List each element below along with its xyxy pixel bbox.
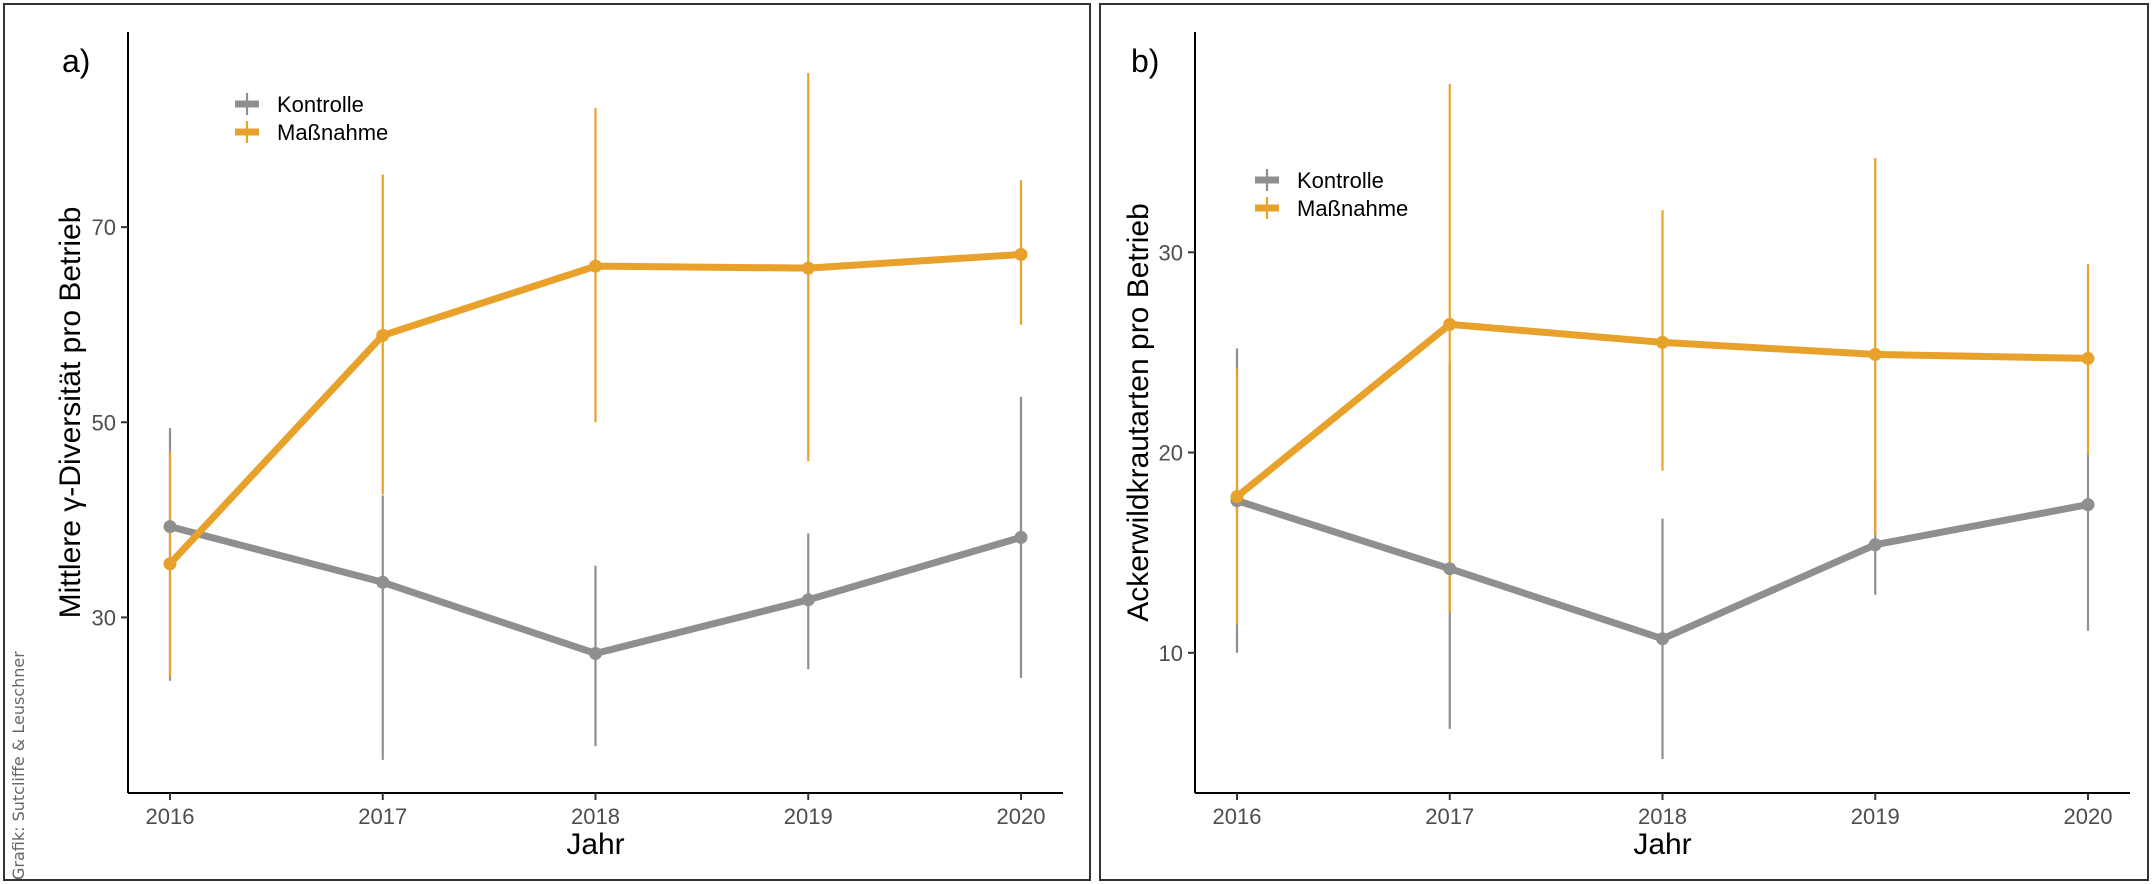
data-point-kontrolle — [1656, 632, 1669, 646]
legend-label: Kontrolle — [277, 92, 364, 117]
data-point-massnahme — [1230, 490, 1244, 504]
x-axis-title: Jahr — [1633, 828, 1691, 861]
legend: Kontrolle Maßnahme — [235, 92, 388, 145]
data-point-kontrolle — [376, 575, 390, 589]
data-point-kontrolle — [589, 646, 602, 660]
panel-label: a) — [62, 43, 90, 79]
y-tick-label: 50 — [92, 410, 116, 435]
data-point-kontrolle — [1014, 530, 1028, 544]
legend-label: Maßnahme — [277, 120, 388, 145]
panel-label: b) — [1131, 43, 1159, 79]
data-point-kontrolle — [2081, 498, 2095, 512]
x-tick-label: 2019 — [1851, 804, 1900, 829]
x-tick-label: 2017 — [1425, 804, 1474, 829]
data-point-massnahme — [1656, 335, 1669, 349]
legend-label: Kontrolle — [1297, 168, 1384, 193]
x-tick-label: 2020 — [2064, 804, 2113, 829]
x-tick-label: 2017 — [358, 804, 407, 829]
data-point-massnahme — [1868, 347, 1882, 361]
data-point-massnahme — [801, 261, 815, 275]
chart-panel-a: 30 50 70 2016 2017 2018 2019 2020 Jahr Mittlere γ… — [3, 3, 1091, 881]
x-tick-label: 2016 — [146, 804, 195, 829]
x-axis-title: Jahr — [566, 828, 624, 861]
x-tick-label: 2019 — [784, 804, 833, 829]
legend: Kontrolle Maßnahme — [1255, 168, 1408, 221]
y-tick-label: 20 — [1159, 441, 1183, 466]
y-tick-label: 70 — [92, 215, 116, 240]
y-axis-title: Mittlere γ-Diversität pro Betrieb — [54, 207, 87, 619]
data-point-kontrolle — [1868, 538, 1882, 552]
data-point-massnahme — [1014, 247, 1028, 261]
data-point-massnahme — [589, 259, 602, 273]
data-point-massnahme — [2081, 351, 2095, 365]
panel-frame — [1099, 3, 2149, 881]
data-point-massnahme — [376, 328, 390, 342]
legend-label: Maßnahme — [1297, 196, 1408, 221]
chart-panel-b: 10 20 30 2016 2017 2018 2019 2020 Jahr Ackerwildk… — [1099, 3, 2149, 881]
data-point-kontrolle — [163, 520, 177, 534]
x-tick-label: 2018 — [571, 804, 620, 829]
data-point-kontrolle — [801, 593, 815, 607]
data-point-massnahme — [1443, 317, 1457, 331]
x-tick-label: 2016 — [1213, 804, 1262, 829]
credit-text: Grafik: Sutcliffe & Leuschner — [9, 651, 28, 880]
data-point-massnahme — [163, 557, 177, 571]
x-tick-label: 2020 — [997, 804, 1046, 829]
y-tick-label: 30 — [1159, 240, 1183, 265]
y-tick-label: 30 — [92, 605, 116, 630]
y-tick-label: 10 — [1159, 641, 1183, 666]
y-axis-title: Ackerwildkrautarten pro Betrieb — [1122, 203, 1155, 622]
x-tick-label: 2018 — [1638, 804, 1687, 829]
data-point-kontrolle — [1443, 562, 1457, 576]
panel-frame — [3, 3, 1091, 881]
